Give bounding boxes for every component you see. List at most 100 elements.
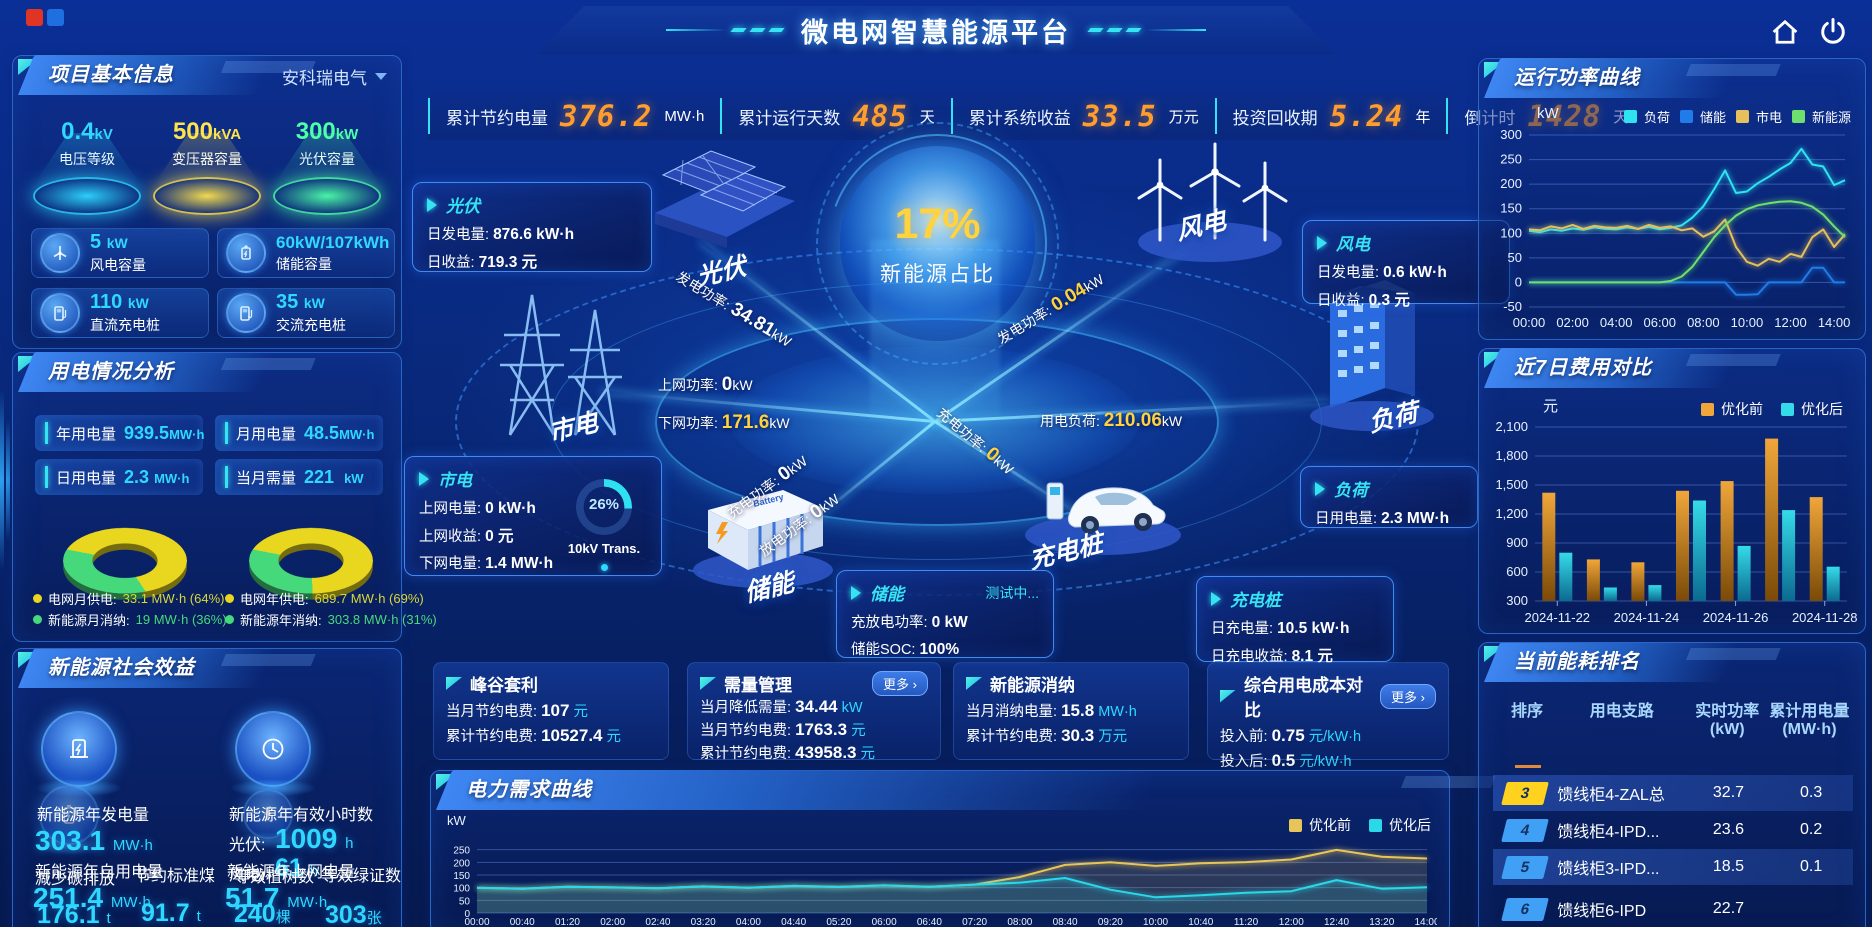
power-y-label: kW xyxy=(1537,105,1559,122)
legend-item-grid[interactable]: 市电 xyxy=(1735,107,1782,126)
svg-text:11:20: 11:20 xyxy=(1234,917,1259,927)
svg-text:200: 200 xyxy=(1500,176,1522,191)
legend-item-load[interactable]: 负荷 xyxy=(1623,107,1670,126)
svg-text:04:40: 04:40 xyxy=(781,917,806,927)
panel-title: 电力需求曲线 xyxy=(466,779,592,801)
hours-label: 新能源年有效小时数 xyxy=(229,807,374,824)
legend-item-before[interactable]: 优化前 xyxy=(1701,399,1763,419)
panel-energy-ranking: 当前能耗排名 排序 用电支路 实时功率 (kW) 累计用电量 (MW·h) 3 馈线… xyxy=(1478,642,1866,927)
legend-item-storage[interactable]: 储能 xyxy=(1679,107,1726,126)
svg-text:00:40: 00:40 xyxy=(510,917,535,927)
svg-text:04:00: 04:00 xyxy=(736,917,761,927)
logo-red-chip xyxy=(26,9,43,26)
svg-text:00:00: 00:00 xyxy=(1513,315,1546,330)
svg-text:250: 250 xyxy=(1500,152,1522,167)
flow-grid-down: 下网功率: 171.6kW xyxy=(658,412,790,433)
carbon-label: 减少碳排放 xyxy=(35,871,116,888)
legend-grid-month: 电网月供电: 33.1 MW·h (64%) xyxy=(33,589,225,608)
generation-icon xyxy=(35,711,123,797)
new-energy-ratio-label: 新能源占比 xyxy=(880,263,995,286)
hours-pv-value: 1009 h xyxy=(275,823,354,854)
ac-charger-icon xyxy=(226,293,266,333)
svg-text:2024-11-22: 2024-11-22 xyxy=(1525,610,1591,625)
svg-text:2024-11-28: 2024-11-28 xyxy=(1792,610,1857,625)
svg-text:08:40: 08:40 xyxy=(1053,917,1078,927)
card-wind-capacity: 5 kW 风电容量 xyxy=(31,228,209,278)
load-building-graphic xyxy=(1310,280,1434,431)
card-dc-charger: 110 kW 直流充电桩 xyxy=(31,288,209,338)
svg-text:2,100: 2,100 xyxy=(1495,419,1528,434)
svg-text:06:00: 06:00 xyxy=(872,917,897,927)
legend-newenergy-year: 新能源年消纳: 303.8 MW·h (31%) xyxy=(225,610,437,629)
table-row[interactable]: 4 馈线柜4-IPD... 23.6 0.2 xyxy=(1493,812,1853,848)
feedin-value: 51.7 MW·h xyxy=(225,882,328,913)
svg-text:1,200: 1,200 xyxy=(1495,506,1528,521)
legend-item-after[interactable]: 优化后 xyxy=(1369,815,1431,835)
svg-text:0: 0 xyxy=(464,909,470,920)
title-right-decoration xyxy=(1087,28,1206,32)
cost-legend: 优化前 优化后 xyxy=(1701,399,1843,419)
chevron-down-icon xyxy=(375,73,387,80)
arrow-right-icon xyxy=(419,471,429,486)
card-peak-valley: 峰谷套利 当月节约电费: 107 元 累计节约电费: 10527.4 元 xyxy=(433,662,669,760)
podium-transformer: 500kVA 变压器容量 xyxy=(147,118,267,215)
legend-item-newenergy[interactable]: 新能源 xyxy=(1791,107,1851,126)
svg-text:2024-11-24: 2024-11-24 xyxy=(1614,610,1680,625)
legend-item-before[interactable]: 优化前 xyxy=(1289,815,1351,835)
company-dropdown[interactable]: 安科瑞电气 xyxy=(282,64,387,89)
hours-clock-icon xyxy=(229,711,317,797)
stat-month-demand: 当月需量 221 kW xyxy=(215,459,383,495)
demand-more-button[interactable]: 更多 › xyxy=(872,671,928,696)
charger-info-box: 充电桩 日充电量: 10.5 kW·h 日充电收益: 8.1 元 xyxy=(1196,576,1394,665)
panel-social-benefit: 新能源社会效益 新能源年发电量 303.1 MW·h 新能源年有效小时数 光伏:… xyxy=(12,648,402,927)
rank-badge: 6 xyxy=(1501,897,1549,921)
rank-badge: 3 xyxy=(1501,781,1549,805)
coal-label: 节约标准煤 xyxy=(135,868,216,885)
grid-info-box: 市电 上网电量: 0 kW·h 上网收益: 0 元 下网电量: 1.4 MW·h… xyxy=(404,456,662,576)
panel-usage-analysis: 用电情况分析 年用电量 939.5MW·h 月用电量 48.5MW·h 日用电量 2.… xyxy=(12,352,437,642)
hours-wind-value: 61 h xyxy=(275,854,319,882)
svg-text:06:00: 06:00 xyxy=(1643,315,1676,330)
self-use-value: 251.4 MW·h xyxy=(33,882,151,913)
legend-item-after[interactable]: 优化后 xyxy=(1781,399,1843,419)
page-title: 微电网智慧能源平台 xyxy=(801,17,1071,48)
left-edge-decoration xyxy=(0,390,4,570)
ranking-table-header: 排序 用电支路 实时功率 (kW) 累计用电量 (MW·h) xyxy=(1510,703,1850,738)
arrow-right-icon xyxy=(427,197,437,212)
cost-more-button[interactable]: 更多 › xyxy=(1380,683,1436,709)
left-edge-decoration-2 xyxy=(6,420,10,540)
podium-pv-capacity: 300kW 光伏容量 xyxy=(267,118,387,215)
svg-text:02:00: 02:00 xyxy=(600,917,625,927)
arrow-right-icon xyxy=(1317,235,1327,250)
storage-info-box: 储能 测试中... 充放电功率: 0 kW 储能SOC: 100% xyxy=(836,570,1054,658)
svg-text:0: 0 xyxy=(1515,274,1522,289)
panel-power-curve: 运行功率曲线 kW 负荷 储能 市电 新能源 300 250 200 150 100 50… xyxy=(1478,58,1866,340)
svg-text:150: 150 xyxy=(453,871,470,882)
panel-project-info: 项目基本信息 安科瑞电气 0.4kV 电压等级 500kVA 变压器容量 300… xyxy=(12,55,402,349)
arrow-right-icon xyxy=(851,585,861,600)
table-row[interactable]: 6 馈线柜6-IPD 22.7 xyxy=(1493,891,1853,927)
svg-text:08:00: 08:00 xyxy=(1687,315,1720,330)
power-icon[interactable] xyxy=(1816,16,1850,48)
home-icon[interactable] xyxy=(1768,16,1802,48)
coal-value: 91.7 t xyxy=(141,899,201,927)
carbon-value: 176.1 t xyxy=(37,901,111,927)
card-cost-compare: 综合用电成本对比 更多 › 投入前: 0.75 元/kW·h 投入后: 0.5 元… xyxy=(1207,662,1449,770)
rank-badge: 4 xyxy=(1501,818,1549,842)
kpi-payback: 投资回收期 5.24 年 xyxy=(1214,98,1447,134)
svg-text:250: 250 xyxy=(453,846,470,857)
wind-turbine-icon xyxy=(40,233,80,273)
title-bar: 微电网智慧能源平台 xyxy=(536,6,1336,54)
svg-text:100: 100 xyxy=(1500,225,1522,240)
svg-text:600: 600 xyxy=(1506,564,1528,579)
stat-year-energy: 年用电量 939.5MW·h xyxy=(35,415,204,451)
arrow-right-icon xyxy=(1315,481,1325,496)
table-row[interactable]: 3 馈线柜4-ZAL总 32.7 0.3 xyxy=(1493,775,1853,811)
svg-text:13:20: 13:20 xyxy=(1369,917,1394,927)
svg-text:07:20: 07:20 xyxy=(962,917,987,927)
table-row[interactable]: 5 馈线柜3-IPD... 18.5 0.1 xyxy=(1493,849,1853,885)
logo-blue-chip xyxy=(47,9,64,26)
card-corner-icon xyxy=(700,677,716,690)
panel-cost-compare: 近7日费用对比 元 优化前 优化后 2,100 1,800 1,500 1,200 90… xyxy=(1478,348,1866,634)
